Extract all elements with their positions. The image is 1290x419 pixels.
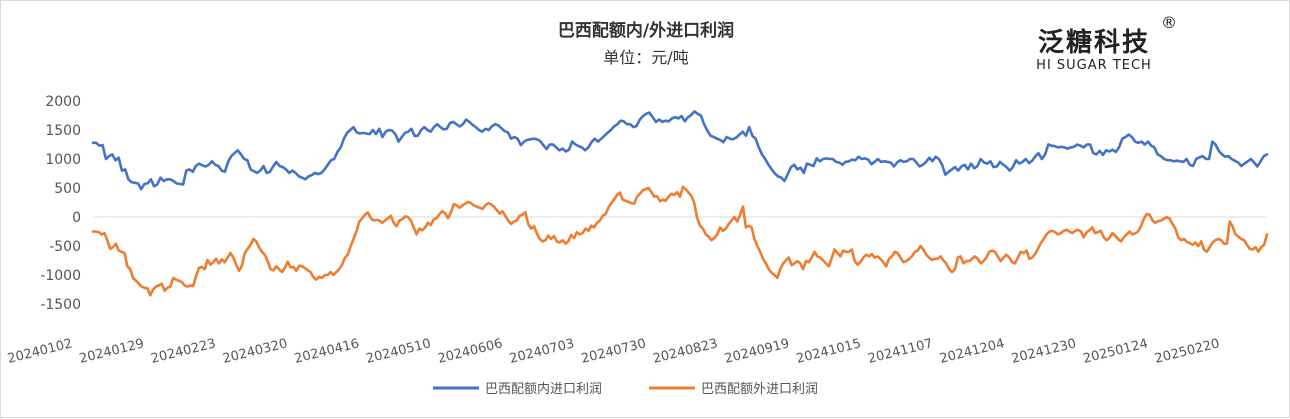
brand-name-en: HI SUGAR TECH	[1036, 58, 1152, 73]
x-tick-label: 20241204	[938, 336, 1006, 367]
series-line-domestic	[91, 110, 1269, 191]
x-tick-label: 20240606	[436, 336, 504, 367]
x-tick-label: 20250124	[1082, 336, 1150, 367]
y-tick-label: 500	[54, 181, 81, 197]
registered-mark: ®	[1161, 13, 1177, 32]
x-tick-label: 20240823	[651, 336, 719, 367]
brand-logo: 泛糖科技 ® HI SUGAR TECH	[1036, 13, 1177, 73]
series-lines	[91, 110, 1269, 297]
x-axis: 20240102 20240129 20240223 20240320 20240416…	[6, 336, 1221, 367]
series-line-foreign	[91, 185, 1269, 297]
chart-title: 巴西配额内/外进口利润	[558, 20, 734, 41]
y-tick-label: 2000	[45, 94, 81, 110]
legend-label-foreign: 巴西配额外进口利润	[701, 382, 818, 397]
y-tick-label: 1000	[45, 152, 81, 168]
y-tick-label: 0	[72, 210, 81, 226]
x-tick-label: 20240129	[78, 336, 146, 367]
x-tick-label: 20240416	[293, 336, 361, 367]
chart-subtitle: 单位：元/吨	[603, 48, 688, 67]
x-tick-label: 20241015	[795, 336, 863, 367]
x-tick-label: 20240730	[580, 336, 648, 367]
x-tick-label: 20240919	[723, 336, 791, 367]
x-tick-label: 20240223	[150, 336, 218, 367]
x-tick-label: 20240703	[508, 336, 576, 367]
y-tick-label: -500	[49, 239, 81, 255]
x-tick-label: 20240320	[221, 336, 289, 367]
y-tick-label: -1500	[40, 297, 81, 313]
x-tick-label: 20240102	[6, 336, 74, 367]
legend-label-domestic: 巴西配额内进口利润	[485, 381, 602, 397]
y-tick-label: -1000	[40, 268, 81, 284]
brand-name-cn: 泛糖科技	[1038, 27, 1150, 58]
y-axis: 2000 1500 1000 500 0 -500 -1000 -1500	[40, 94, 1267, 313]
x-tick-label: 20241230	[1010, 336, 1078, 367]
x-tick-label: 20240510	[365, 336, 433, 367]
y-tick-label: 1500	[45, 123, 81, 139]
x-tick-label: 20241107	[867, 336, 935, 367]
x-tick-label: 20250220	[1153, 336, 1221, 367]
legend: 巴西配额内进口利润 巴西配额外进口利润	[433, 381, 818, 397]
